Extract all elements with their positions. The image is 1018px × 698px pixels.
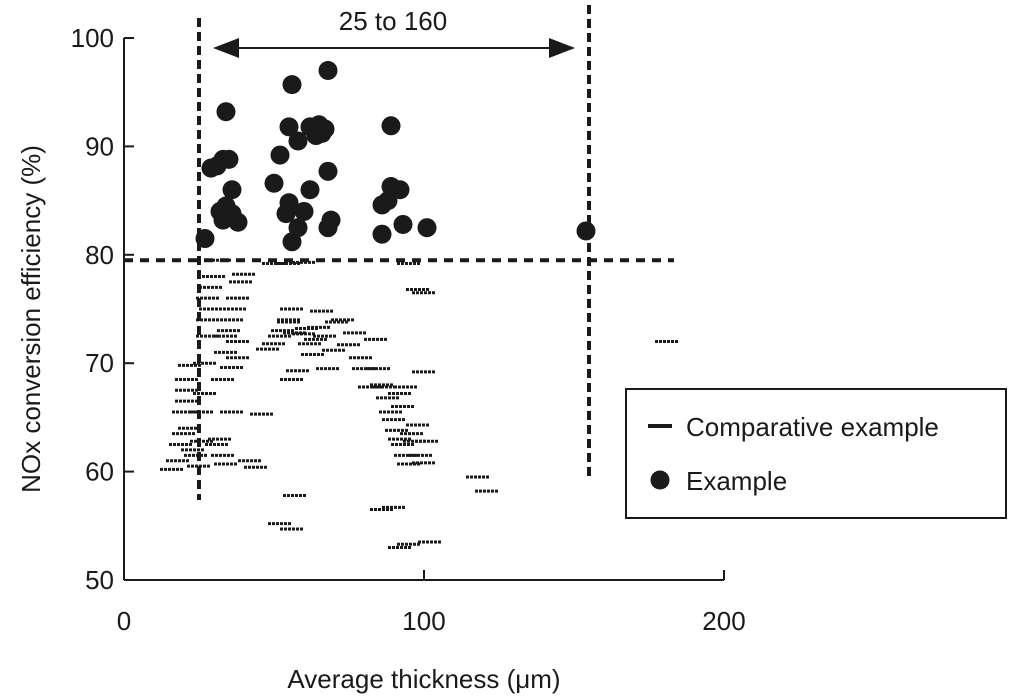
range-arrow-left-head [213, 38, 239, 58]
legend-label-comparative: Comparative example [686, 412, 939, 442]
y-tick-label: 80 [85, 240, 114, 270]
x-tick-label: 0 [117, 606, 131, 636]
example-point [283, 75, 302, 94]
example-point [394, 215, 413, 234]
example-point [196, 229, 215, 248]
y-axis-title: NOx conversion efficiency (%) [16, 145, 46, 493]
y-tick-label: 60 [85, 457, 114, 487]
example-point [217, 102, 236, 121]
x-axis-title: Average thickness (μm) [287, 664, 560, 694]
range-arrow-right-head [549, 38, 575, 58]
example-point [295, 202, 314, 221]
example-point [322, 211, 341, 230]
example-point [319, 61, 338, 80]
example-series [196, 61, 596, 251]
example-point [301, 180, 320, 199]
legend-box [626, 389, 1006, 518]
y-tick-label: 100 [71, 23, 114, 53]
range-annotation: 25 to 160 [213, 6, 575, 58]
example-point [220, 150, 239, 169]
example-point [316, 120, 335, 139]
legend-symbol-example [651, 471, 670, 490]
example-point [223, 180, 242, 199]
example-point [418, 218, 437, 237]
x-tick-label: 100 [402, 606, 445, 636]
y-tick-label: 90 [85, 131, 114, 161]
example-point [382, 116, 401, 135]
example-point [577, 221, 596, 240]
example-point [373, 225, 392, 244]
y-tick-label: 70 [85, 348, 114, 378]
reference-lines [124, 5, 674, 500]
example-point [265, 174, 284, 193]
example-point [391, 180, 410, 199]
legend-label-example: Example [686, 466, 787, 496]
legend: Comparative example Example [626, 389, 1006, 518]
range-label: 25 to 160 [339, 6, 447, 36]
legend-circle-marker [651, 471, 670, 490]
x-tick-label: 200 [702, 606, 745, 636]
example-point [289, 218, 308, 237]
example-point [271, 146, 290, 165]
comparative-example-series [160, 260, 679, 547]
example-point [319, 162, 338, 181]
example-point [229, 213, 248, 232]
axes: 50 60 70 80 90 100 0 100 200 [71, 23, 746, 636]
y-tick-label: 50 [85, 565, 114, 595]
